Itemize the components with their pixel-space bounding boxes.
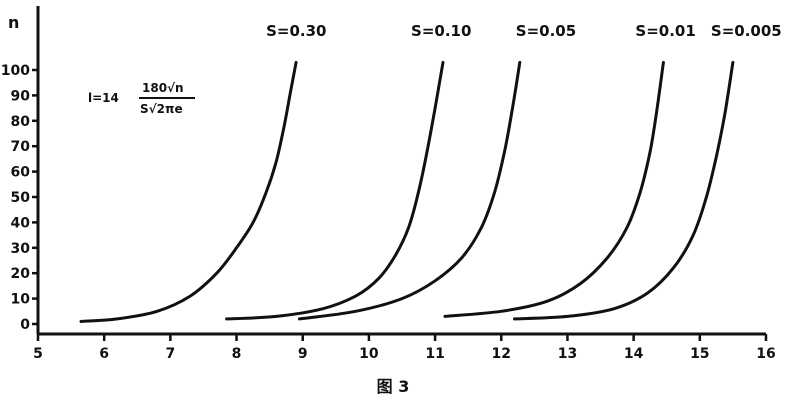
x-tick-label: 5 (33, 346, 43, 362)
series-line-s-0-30 (79, 60, 298, 323)
y-tick-label: 80 (11, 114, 31, 130)
series-label-s-0-01: S=0.01 (635, 22, 695, 40)
series-label-s-0-30: S=0.30 (266, 22, 326, 40)
series-label-s-0-05: S=0.05 (516, 22, 576, 40)
x-tick-label: 8 (232, 346, 242, 362)
y-tick-label: 100 (1, 63, 30, 79)
x-tick-label: 13 (558, 346, 577, 362)
y-tick-label: 90 (11, 88, 31, 104)
x-tick-label: 11 (425, 346, 444, 362)
y-tick-label: 40 (11, 215, 31, 231)
x-tick-label: 10 (359, 346, 379, 362)
y-tick-label: 70 (11, 139, 31, 155)
series-labels: S=0.30 S=0.10 S=0.05 S=0.01 S=0.005 (266, 22, 782, 40)
y-tick-label: 60 (11, 165, 31, 181)
series-label-s-0-005: S=0.005 (711, 22, 782, 40)
x-tick-label: 7 (165, 346, 175, 362)
y-axis-label: n (8, 13, 19, 32)
x-tick-label: 12 (492, 346, 511, 362)
x-tick-label: 9 (298, 346, 308, 362)
curves (79, 60, 735, 323)
y-tick-label: 30 (11, 241, 31, 257)
x-tick-label: 15 (690, 346, 709, 362)
figure-caption: 图 3 (377, 377, 410, 396)
y-tick-label: 0 (20, 317, 30, 333)
x-tick-label: 16 (756, 346, 775, 362)
y-tick-label: 10 (11, 292, 31, 308)
axes (36, 6, 766, 336)
x-tick-label: 6 (99, 346, 109, 362)
y-tick-label: 20 (11, 266, 31, 282)
y-tick-label: 50 (11, 190, 31, 206)
series-label-s-0-10: S=0.10 (411, 22, 471, 40)
series-line-s-0-10 (225, 60, 445, 321)
formula-denominator: S√2πe (140, 102, 183, 116)
formula-lhs: l=14 (88, 91, 119, 105)
ticks: 5 6 7 8 9 10 11 12 13 14 15 16 0 10 20 30 40 50 60 70 80 90 10… (1, 63, 776, 362)
series-line-s-0-05 (297, 60, 522, 321)
formula-numerator: 180√n (142, 81, 184, 95)
x-tick-label: 14 (624, 346, 644, 362)
series-line-s-0-01 (443, 60, 665, 318)
formula: l=14 180√n S√2πe (88, 81, 195, 116)
series-line-s-0-005 (513, 60, 735, 321)
